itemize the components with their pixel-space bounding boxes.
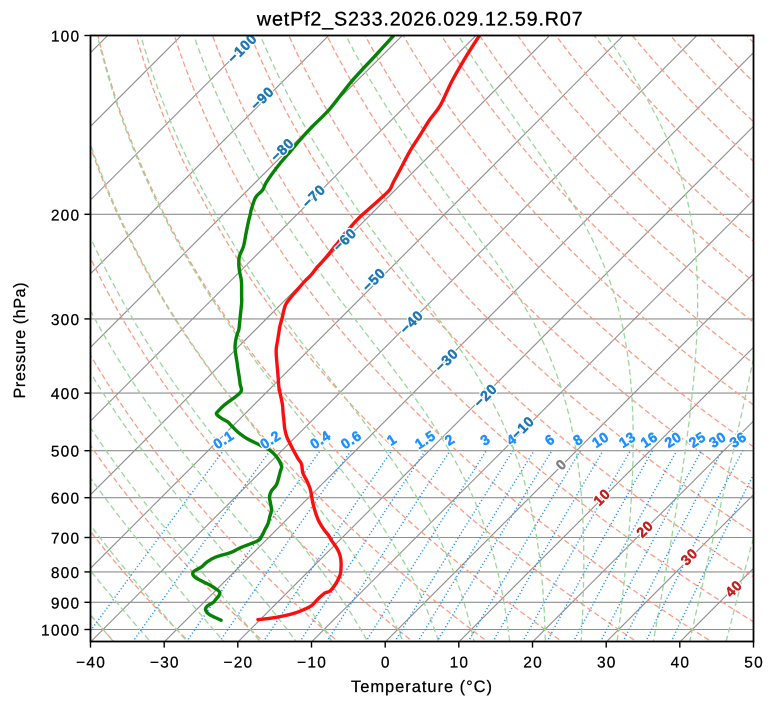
svg-text:wetPf2_S233.2026.029.12.59.R07: wetPf2_S233.2026.029.12.59.R07	[256, 8, 584, 30]
svg-text:200: 200	[51, 207, 80, 224]
svg-text:900: 900	[51, 595, 80, 612]
svg-text:−10: −10	[297, 655, 327, 672]
svg-text:40: 40	[671, 655, 691, 672]
svg-text:Temperature (°C): Temperature (°C)	[351, 678, 493, 696]
svg-text:700: 700	[51, 531, 80, 548]
svg-text:−40: −40	[76, 655, 106, 672]
svg-text:50: 50	[744, 655, 764, 672]
svg-text:500: 500	[51, 444, 80, 461]
svg-text:10: 10	[450, 655, 470, 672]
svg-text:20: 20	[523, 655, 543, 672]
svg-text:0: 0	[381, 655, 391, 672]
svg-text:400: 400	[51, 386, 80, 403]
svg-text:800: 800	[51, 565, 80, 582]
svg-text:100: 100	[51, 29, 80, 46]
svg-text:300: 300	[51, 312, 80, 329]
svg-text:1000: 1000	[41, 623, 80, 640]
svg-text:30: 30	[597, 655, 617, 672]
svg-text:−30: −30	[150, 655, 180, 672]
svg-text:−20: −20	[223, 655, 253, 672]
svg-text:600: 600	[51, 491, 80, 508]
svg-text:Pressure (hPa): Pressure (hPa)	[11, 282, 29, 399]
